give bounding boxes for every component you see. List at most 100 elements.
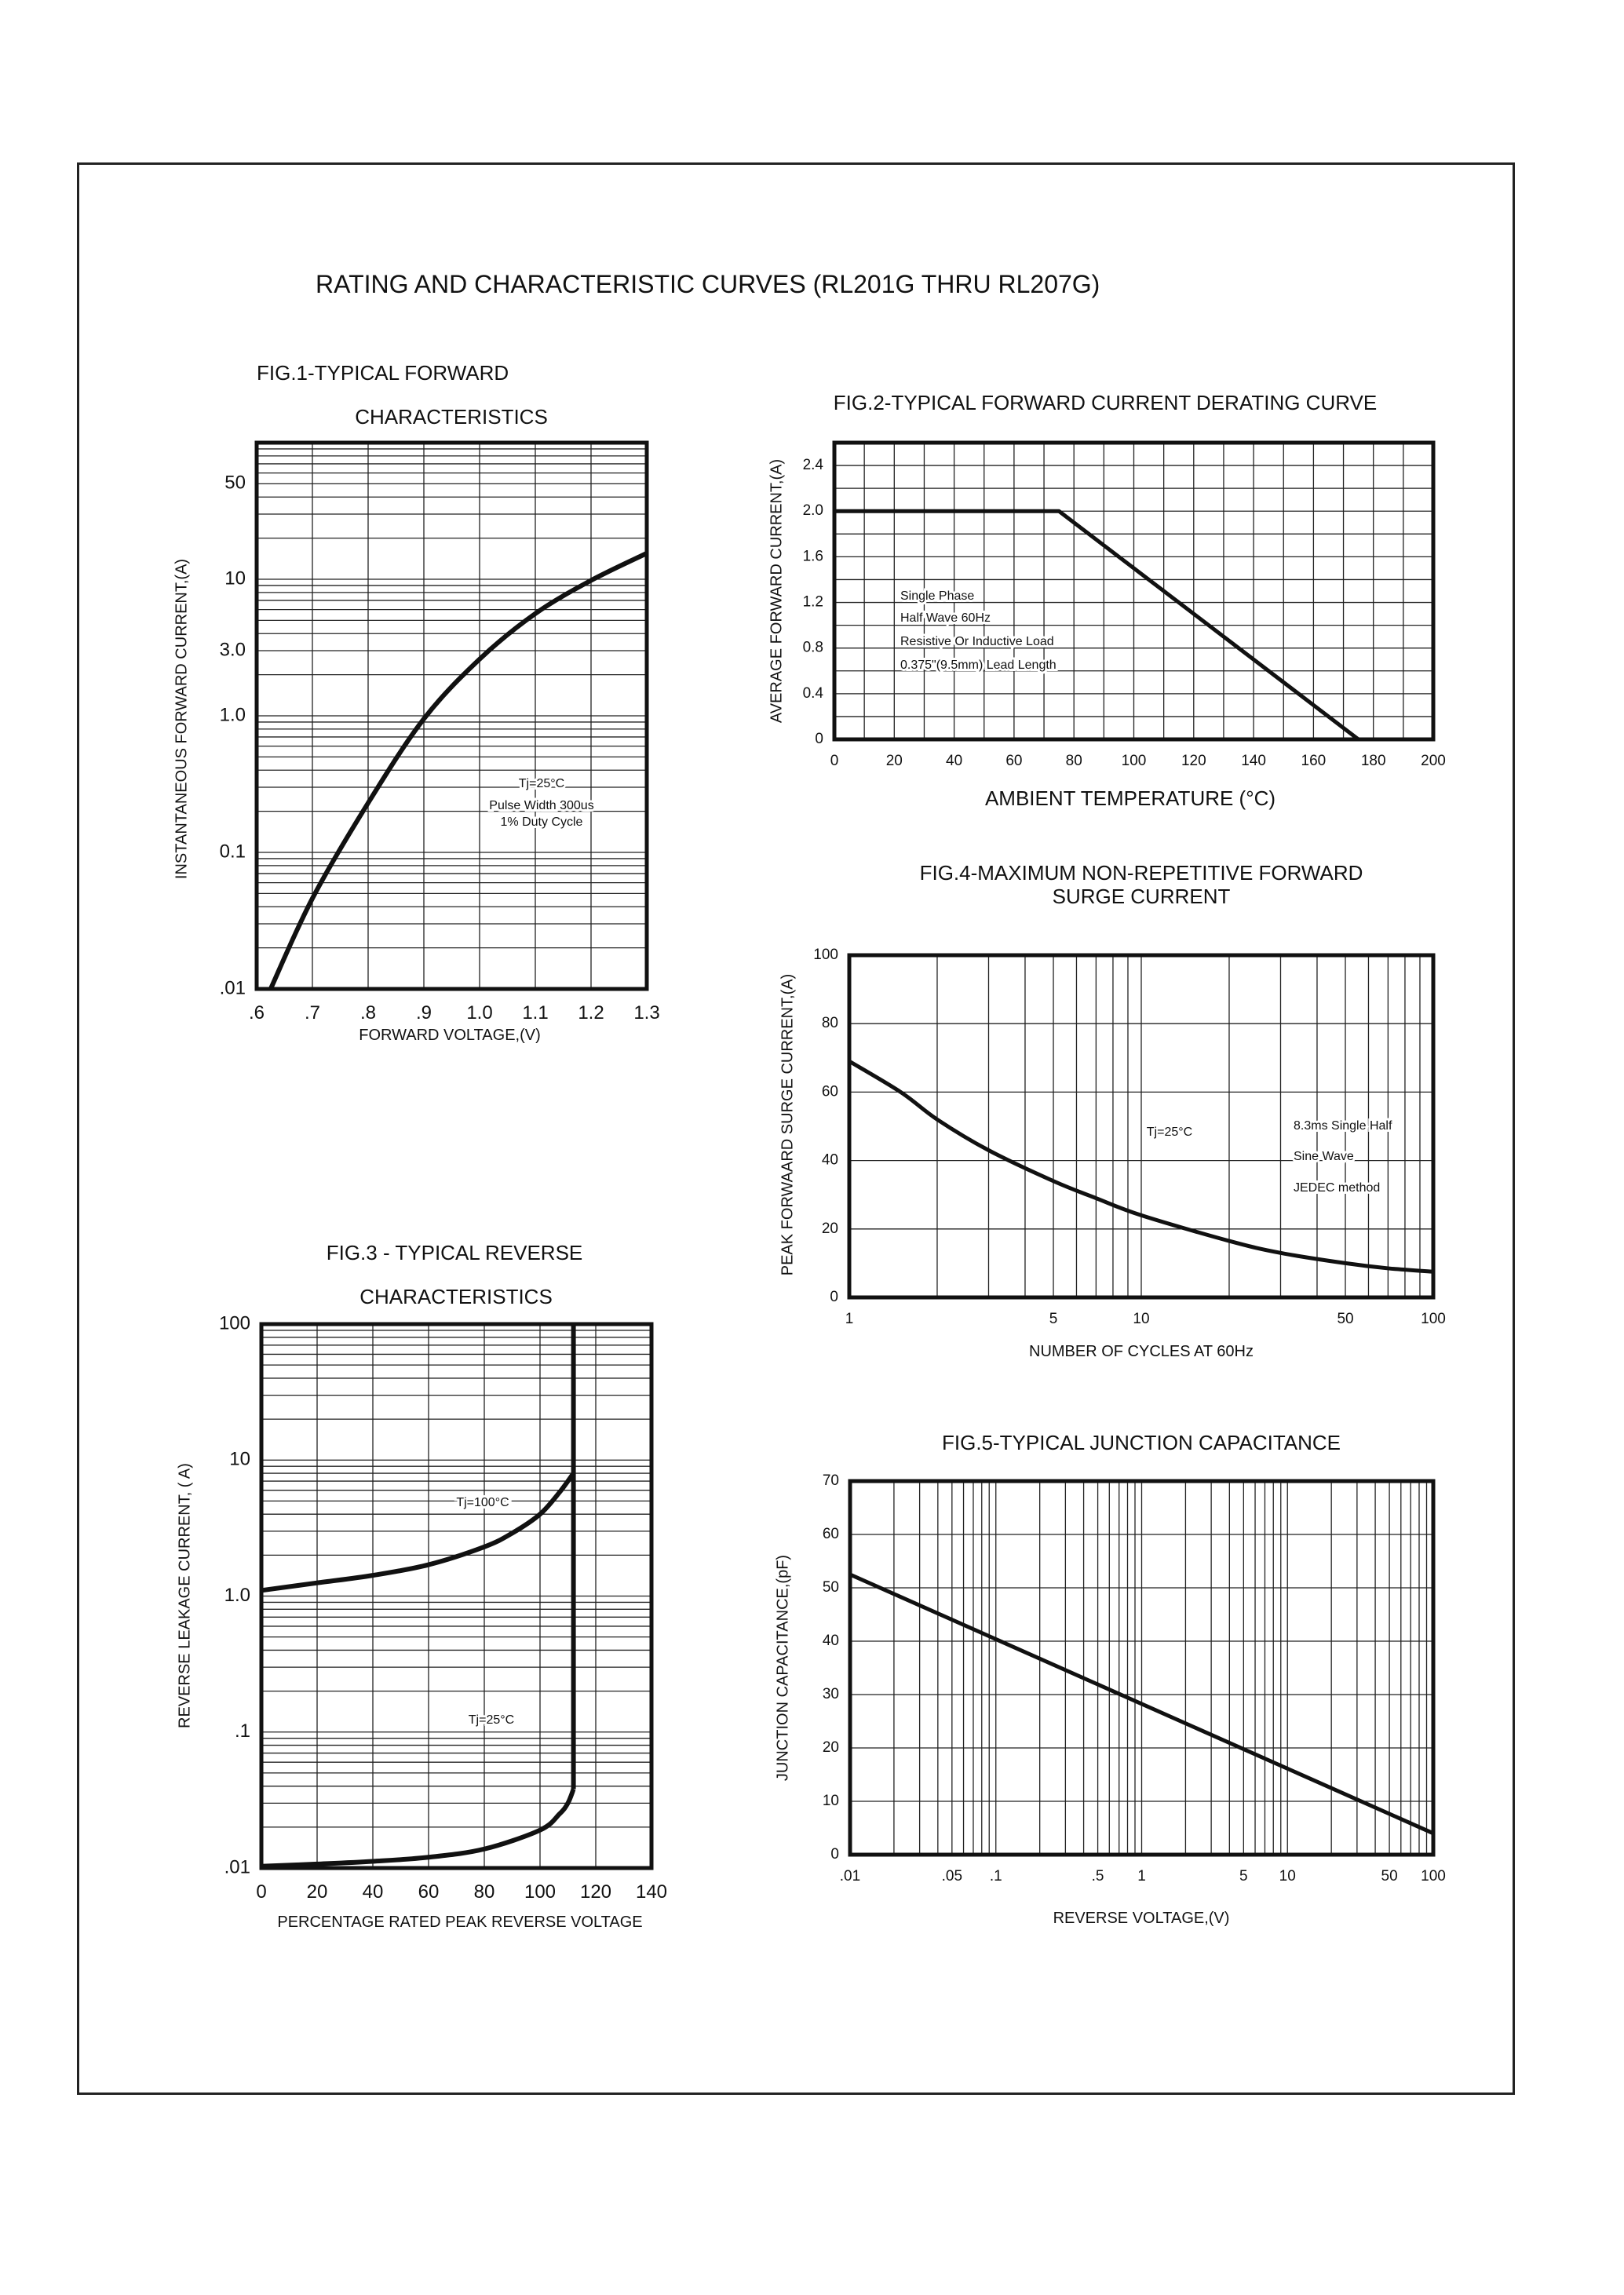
x-tick-label: 80 <box>1066 753 1082 769</box>
y-tick-label: 0.8 <box>803 640 823 656</box>
x-tick-label: 0 <box>256 1881 266 1903</box>
y-tick-label: 2.4 <box>803 457 824 473</box>
x-tick-label: 1.1 <box>522 1002 548 1023</box>
x-tick-label: 0 <box>830 753 839 769</box>
fig1-title-line1: FIG.1-TYPICAL FORWARD <box>257 361 509 385</box>
plot-frame <box>847 953 1436 1300</box>
x-tick-label: .01 <box>840 1868 860 1885</box>
x-tick-label: 100 <box>1421 1868 1446 1885</box>
chart-annotation: 0.375"(9.5mm) Lead Length <box>900 659 1057 672</box>
series-line-1 <box>848 1060 1434 1274</box>
y-tick-label: .01 <box>220 977 246 998</box>
y-tick-label: 0 <box>830 1846 839 1863</box>
y-tick-label: 30 <box>823 1686 839 1702</box>
fig2-x-axis-label: AMBIENT TEMPERATURE (°C) <box>984 786 1276 810</box>
fig4-chart: 1 5 10 50 100 0 20 40 60 80 100 Tj=25°C 8.3ms Single… <box>813 947 1446 1327</box>
chart-annotation: Tj=25°C <box>519 777 564 790</box>
y-tick-label: 1.2 <box>803 594 823 611</box>
x-tick-label: 140 <box>636 1881 667 1903</box>
x-tick-label: 120 <box>1181 753 1206 769</box>
fig2-title: FIG.2-TYPICAL FORWARD CURRENT DERATING C… <box>833 391 1378 414</box>
x-tick-label: .7 <box>305 1002 320 1023</box>
chart-annotation: Tj=100°C <box>456 1496 509 1509</box>
y-tick-label: 0.4 <box>803 685 824 702</box>
series-line-1 <box>848 1572 1435 1836</box>
page-border <box>77 162 1515 2095</box>
fig4-title-line2: SURGE CURRENT <box>1052 885 1231 908</box>
y-tick-label: 2.0 <box>803 502 823 519</box>
x-tick-label: 40 <box>363 1881 384 1903</box>
chart-annotation: Tj=25°C <box>469 1713 514 1727</box>
series-line-1 <box>834 509 1360 741</box>
y-tick-label: 1.0 <box>220 704 246 725</box>
series-line-1 <box>268 551 648 991</box>
y-tick-label: 70 <box>823 1472 839 1489</box>
fig1-x-axis-label: FORWARD VOLTAGE,(V) <box>359 1027 541 1044</box>
y-tick-label: 0 <box>815 731 823 747</box>
x-tick-label: 1.2 <box>578 1002 604 1023</box>
y-tick-label: 100 <box>813 947 838 963</box>
fig4-title-line1: FIG.4-MAXIMUM NON-REPETITIVE FORWARD <box>919 861 1363 885</box>
chart-annotation: Sine Wave <box>1294 1150 1354 1163</box>
y-tick-label: 50 <box>224 472 246 494</box>
x-tick-label: .6 <box>249 1002 265 1023</box>
x-tick-label: 10 <box>1279 1868 1296 1885</box>
plot-frame <box>259 1322 654 1870</box>
x-tick-label: 100 <box>1421 1311 1446 1327</box>
x-tick-label: .9 <box>416 1002 432 1023</box>
x-tick-label: 1.3 <box>633 1002 659 1023</box>
x-tick-label: 60 <box>418 1881 440 1903</box>
x-tick-label: 180 <box>1361 753 1386 769</box>
y-tick-label: 40 <box>823 1633 839 1649</box>
y-tick-label: .1 <box>235 1720 250 1742</box>
y-tick-label: 60 <box>823 1526 839 1542</box>
fig1-chart: .6 .7 .8 .9 1.0 1.1 1.2 1.3 .01 0.1 1.0 3.0 10 50 Tj=2… <box>220 440 660 1023</box>
x-tick-label: 120 <box>580 1881 611 1903</box>
x-tick-label: 5 <box>1049 1311 1058 1327</box>
chart-annotation: 8.3ms Single Half <box>1294 1119 1392 1133</box>
fig2-chart: 0 20 40 60 80 100 120 140 160 180 200 0 0.4 0.8 1.2 1.6… <box>803 440 1446 769</box>
x-tick-label: 1 <box>1137 1868 1146 1885</box>
x-tick-label: 40 <box>946 753 962 769</box>
y-tick-label: 20 <box>823 1739 839 1756</box>
x-tick-label: .8 <box>360 1002 376 1023</box>
y-tick-label: 3.0 <box>220 639 246 660</box>
chart-annotation: Tj=25°C <box>1147 1126 1192 1139</box>
plot-frame <box>848 1479 1436 1857</box>
y-tick-label: 1.0 <box>224 1585 250 1606</box>
fig4-x-axis-label: NUMBER OF CYCLES AT 60Hz <box>1029 1343 1254 1360</box>
y-tick-label: 40 <box>822 1152 838 1169</box>
x-tick-label: .05 <box>942 1868 962 1885</box>
page-title: RATING AND CHARACTERISTIC CURVES (RL201G… <box>316 270 1100 298</box>
x-tick-label: .1 <box>990 1868 1002 1885</box>
chart-annotation: JEDEC method <box>1294 1181 1380 1195</box>
x-tick-label: 200 <box>1421 753 1446 769</box>
x-tick-label: 50 <box>1337 1311 1353 1327</box>
y-tick-label: 10 <box>224 567 246 589</box>
fig3-title-line2: CHARACTERISTICS <box>359 1285 553 1308</box>
fig3-title-line1: FIG.3 - TYPICAL REVERSE <box>326 1241 583 1264</box>
plot-frame <box>832 440 1436 742</box>
chart-annotation: Pulse Width 300us <box>489 799 593 812</box>
y-tick-label: 1.6 <box>803 548 823 564</box>
y-tick-label: 80 <box>822 1015 838 1031</box>
fig3-x-axis-label: PERCENTAGE RATED PEAK REVERSE VOLTAGE <box>277 1914 643 1931</box>
fig5-title: FIG.5-TYPICAL JUNCTION CAPACITANCE <box>941 1431 1341 1454</box>
x-tick-label: .5 <box>1092 1868 1104 1885</box>
x-tick-label: 100 <box>524 1881 556 1903</box>
y-tick-label: 60 <box>822 1083 838 1100</box>
y-tick-label: .01 <box>224 1856 250 1877</box>
fig5-x-axis-label: REVERSE VOLTAGE,(V) <box>1053 1910 1230 1927</box>
x-tick-label: 60 <box>1005 753 1022 769</box>
x-tick-label: 20 <box>307 1881 328 1903</box>
chart-annotation: Resistive Or Inductive Load <box>900 635 1054 648</box>
x-tick-label: 1 <box>845 1311 854 1327</box>
x-tick-label: 80 <box>474 1881 495 1903</box>
y-tick-label: 10 <box>229 1449 250 1470</box>
fig5-chart: .01 .05 .1 .5 1 5 10 50 100 0 10 20 30 40 50 60 70 <box>823 1472 1446 1885</box>
y-tick-label: 0 <box>830 1289 838 1305</box>
y-tick-label: 0.1 <box>220 841 246 862</box>
x-tick-label: 5 <box>1239 1868 1248 1885</box>
x-tick-label: 140 <box>1241 753 1266 769</box>
